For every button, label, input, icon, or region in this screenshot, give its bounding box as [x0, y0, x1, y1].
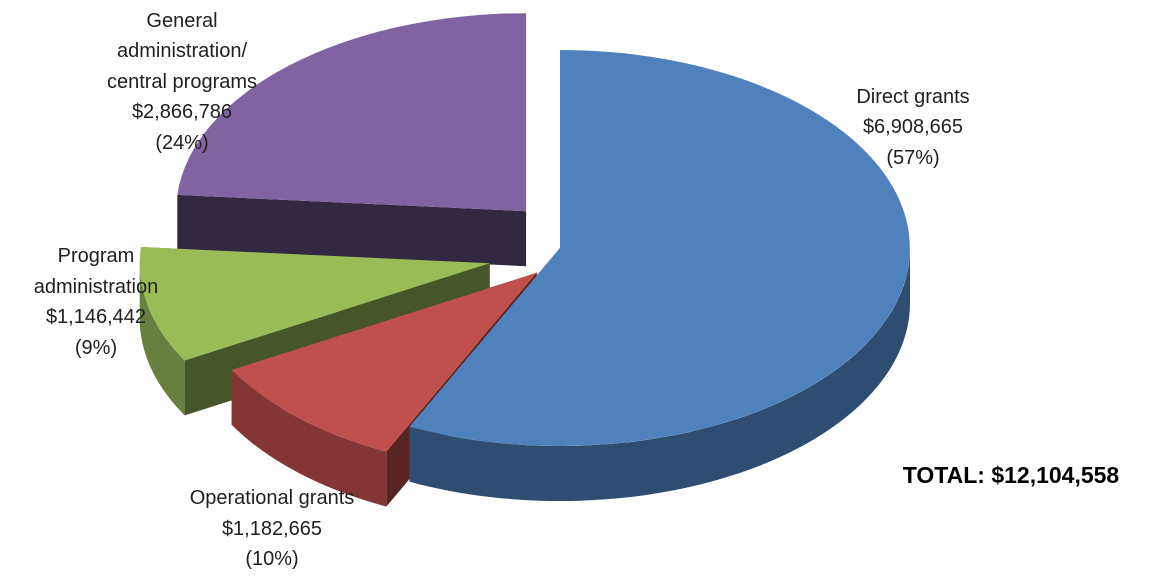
slice-top [231, 272, 537, 452]
general-admin-percent: (24%) [155, 132, 208, 154]
program-admin-percent: (9%) [75, 337, 117, 359]
general-admin-label-line2: administration/ [117, 40, 248, 62]
program-admin-label-line1: Program [58, 245, 135, 267]
slice-top [177, 13, 527, 212]
slice-general-administration-central-programs [177, 13, 527, 267]
direct-grants-label: Direct grants [856, 86, 969, 108]
slice-top [139, 247, 490, 361]
pie-slices [139, 13, 910, 507]
operational-grants-percent: (10%) [245, 548, 298, 570]
operational-grants-amount: $1,182,665 [222, 518, 322, 540]
general-admin-amount: $2,866,786 [132, 101, 232, 123]
slice-top [409, 50, 910, 446]
slice-labels: Direct grants $6,908,665 (57%) Operation… [34, 10, 970, 570]
slice-rim [139, 263, 185, 416]
slice-rim [409, 248, 910, 502]
program-admin-label-line2: administration [34, 276, 159, 298]
direct-grants-percent: (57%) [886, 147, 939, 169]
slice-rim [231, 369, 387, 507]
direct-grants-amount: $6,908,665 [863, 116, 963, 138]
slice-wall-start [177, 194, 527, 267]
general-admin-label-line3: central programs [107, 71, 257, 93]
slice-direct-grants [409, 50, 910, 502]
operational-grants-label: Operational grants [190, 487, 355, 509]
total-label: TOTAL: $12,104,558 [903, 462, 1120, 488]
program-admin-amount: $1,146,442 [46, 306, 146, 328]
general-admin-label-line1: General [146, 10, 217, 32]
